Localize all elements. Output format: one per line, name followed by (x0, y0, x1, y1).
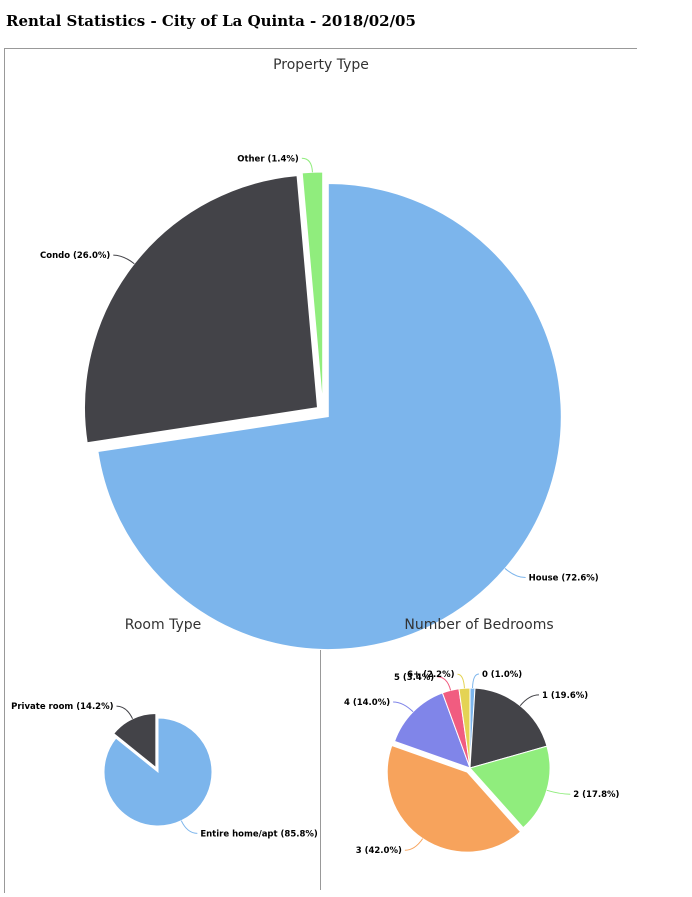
bedrooms-slice-2-connector (546, 789, 571, 795)
bedrooms-slice-4[interactable] (393, 692, 471, 769)
property-type-slice-other-label: Other (1.4%) (237, 154, 299, 164)
room-type-title: Room Type (125, 617, 201, 633)
bedrooms-slice-0-connector (472, 673, 480, 689)
property-type-slice-other-connector (301, 157, 313, 173)
property-type-slice-house[interactable] (97, 183, 562, 651)
property-type-slice-condo-connector (113, 254, 135, 265)
chart-frame (4, 48, 637, 893)
property-type-slice-condo[interactable] (84, 175, 319, 444)
bedrooms-slice-3[interactable] (386, 744, 522, 853)
property-type-chart: Property Type House (72.6%) Condo (26.0%)… (40, 57, 599, 651)
bedrooms-slice-5-connector (437, 676, 452, 691)
bedrooms-slice-4-label: 4 (14.0%) (344, 698, 390, 708)
room-type-slice-private-room-connector (116, 705, 133, 719)
room-type-slice-private-room-label: Private room (14.2%) (11, 702, 113, 712)
property-type-slice-house-connector (504, 568, 526, 579)
bedrooms-slice-6-connector (457, 673, 465, 689)
panel-divider (320, 610, 321, 890)
bedrooms-slice-6-label: 6+ (2.2%) (407, 670, 454, 680)
bedrooms-slice-1[interactable] (469, 687, 548, 769)
bedrooms-slice-3-label: 3 (42.0%) (356, 846, 402, 856)
property-type-slice-house-label: House (72.6%) (529, 574, 599, 584)
bedrooms-slice-4-connector (393, 701, 414, 713)
bedrooms-slice-6[interactable] (458, 687, 471, 769)
property-type-slice-other[interactable] (301, 171, 324, 406)
room-type-chart: Room Type Entire home/apt (85.8%) Private… (11, 617, 318, 839)
bedrooms-slice-0-label: 0 (1.0%) (482, 670, 522, 680)
room-type-slice-entire-home-apt-connector (180, 820, 198, 834)
property-type-title: Property Type (273, 57, 369, 73)
property-type-slice-condo-label: Condo (26.0%) (40, 251, 110, 261)
bedrooms-slice-1-label: 1 (19.6%) (542, 691, 588, 701)
page-title: Rental Statistics - City of La Quinta - … (6, 12, 416, 30)
bedrooms-title: Number of Bedrooms (404, 617, 553, 633)
bedrooms-slice-2[interactable] (469, 745, 551, 829)
bedrooms-slice-1-connector (519, 694, 540, 707)
room-type-slice-entire-home-apt-label: Entire home/apt (85.8%) (200, 829, 318, 839)
bedrooms-slice-3-connector (404, 838, 424, 851)
bedrooms-slice-5-label: 5 (3.4%) (394, 673, 434, 683)
bedrooms-chart: Number of Bedrooms 0 (1.0%) 1 (19.6%) 2 (1… (344, 617, 620, 856)
bedrooms-slice-2-label: 2 (17.8%) (573, 790, 619, 800)
